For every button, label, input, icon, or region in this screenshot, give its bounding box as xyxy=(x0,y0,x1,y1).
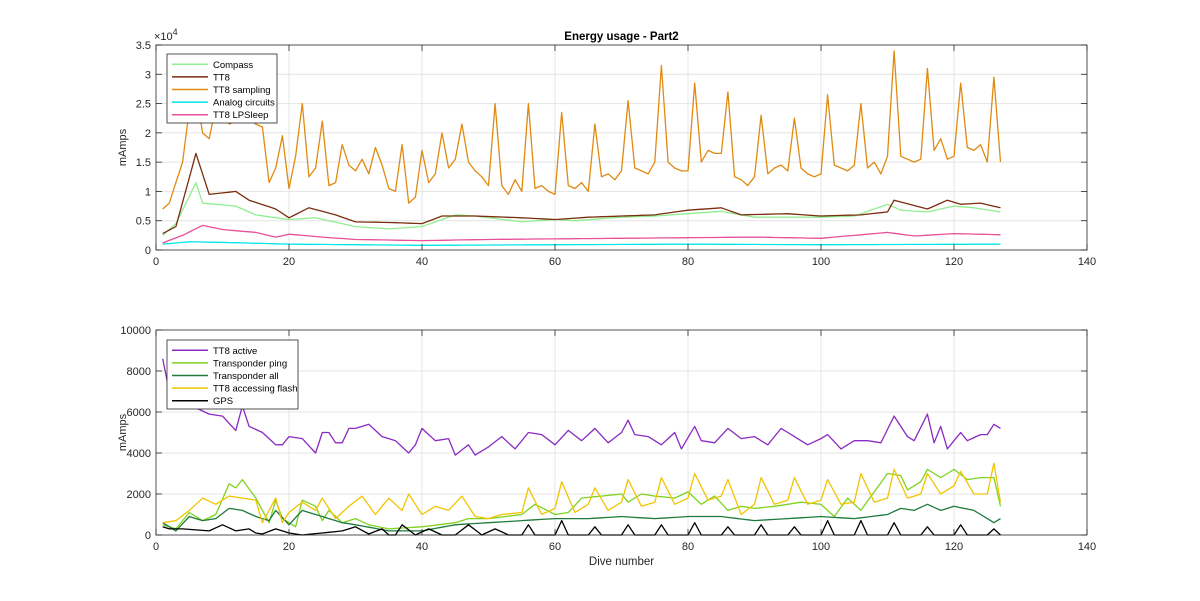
series-line-tt8-sampling xyxy=(162,50,1002,210)
legend-label: TT8 sampling xyxy=(213,85,271,96)
legend-box xyxy=(166,53,278,124)
x-tick-label: 60 xyxy=(549,541,561,553)
y-tick-label: 8000 xyxy=(127,366,151,378)
series-line-tt8-lpsleep xyxy=(162,224,1001,244)
y-tick-label: 2 xyxy=(145,128,151,140)
x-tick-label: 140 xyxy=(1078,541,1096,553)
y-tick-label: 0 xyxy=(145,245,151,257)
legend-label: TT8 xyxy=(213,72,230,83)
y-tick-label: 3 xyxy=(145,69,151,81)
y-tick-label: 6000 xyxy=(127,407,151,419)
series-line-tt8-active xyxy=(162,358,1001,456)
legend-label: TT8 accessing flash xyxy=(213,384,297,395)
y-tick-label: 2.5 xyxy=(136,99,151,111)
x-tick-label: 60 xyxy=(549,256,561,268)
y-exponent-label: ×104 xyxy=(154,27,178,43)
x-tick-label: 0 xyxy=(153,541,159,553)
series-line-transponder-ping xyxy=(162,468,1002,530)
x-tick-label: 20 xyxy=(283,541,295,553)
legend-label: TT8 active xyxy=(213,346,257,357)
x-tick-label: 100 xyxy=(812,256,830,268)
x-tick-label: 120 xyxy=(945,256,963,268)
legend-box xyxy=(166,339,299,410)
y-tick-label: 1.5 xyxy=(136,157,151,169)
series-line-compass xyxy=(162,181,1001,236)
x-tick-label: 40 xyxy=(416,256,428,268)
y-axis-label: mAmps xyxy=(117,413,129,451)
y-tick-label: 4000 xyxy=(127,448,151,460)
axes-box xyxy=(155,329,1088,536)
chart-title: Energy usage - Part2 xyxy=(564,31,678,43)
legend-label: Transponder all xyxy=(213,371,279,382)
legend-label: TT8 LPSleep xyxy=(213,110,268,121)
series-line-transponder-all xyxy=(162,503,1001,532)
x-tick-label: 80 xyxy=(682,541,694,553)
x-axis-label: Dive number xyxy=(589,556,654,568)
y-tick-label: 10000 xyxy=(120,325,151,337)
x-tick-label: 80 xyxy=(682,256,694,268)
x-tick-label: 140 xyxy=(1078,256,1096,268)
legend-label: Transponder ping xyxy=(213,358,287,369)
x-tick-label: 40 xyxy=(416,541,428,553)
x-tick-label: 0 xyxy=(153,256,159,268)
legend-label: GPS xyxy=(213,396,233,407)
top-panel-energy-usage: 0 20 40 60 80 100 120 140 0 0.5 1 1.5 2 2.5 3 3.5×104 En… xyxy=(117,27,1096,268)
series-line-tt8-accessing-flash xyxy=(162,462,1002,524)
legend-label: Compass xyxy=(213,60,253,71)
series-line-analog-circuits xyxy=(162,241,1001,246)
x-tick-label: 100 xyxy=(812,541,830,553)
y-tick-label: 0.5 xyxy=(136,216,151,228)
legend-label: Analog circuits xyxy=(213,98,275,109)
y-exponent-base: ×10 xyxy=(154,31,173,43)
bottom-panel-energy-usage: 0 20 40 60 80 100 120 140 0 2000 4000 6000 8000 10000… xyxy=(117,325,1096,568)
y-axis-label: mAmps xyxy=(117,128,129,166)
series-line-tt8 xyxy=(162,152,1001,235)
x-tick-label: 120 xyxy=(945,541,963,553)
y-tick-label: 3.5 xyxy=(136,40,151,52)
y-tick-label: 1 xyxy=(145,186,151,198)
x-tick-label: 20 xyxy=(283,256,295,268)
y-exponent-power: 4 xyxy=(173,27,178,37)
y-tick-label: 0 xyxy=(145,530,151,542)
axes-box xyxy=(155,44,1088,251)
y-tick-label: 2000 xyxy=(127,489,151,501)
